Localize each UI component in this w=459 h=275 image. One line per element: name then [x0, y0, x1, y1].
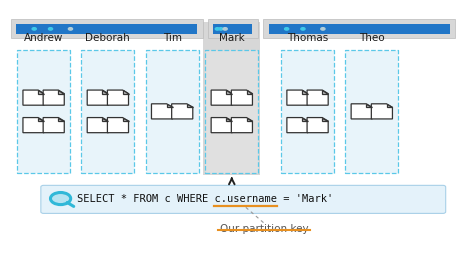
- Circle shape: [32, 28, 36, 30]
- Text: Deborah: Deborah: [85, 33, 130, 43]
- FancyBboxPatch shape: [269, 24, 450, 34]
- Polygon shape: [58, 118, 64, 121]
- FancyBboxPatch shape: [82, 50, 134, 173]
- Polygon shape: [226, 118, 232, 121]
- Circle shape: [68, 28, 73, 30]
- Polygon shape: [287, 90, 308, 105]
- Circle shape: [49, 28, 53, 30]
- Polygon shape: [172, 104, 193, 119]
- Polygon shape: [102, 118, 108, 121]
- Polygon shape: [38, 90, 44, 94]
- Text: Mark: Mark: [219, 33, 245, 43]
- Polygon shape: [231, 118, 252, 133]
- Polygon shape: [23, 118, 44, 133]
- FancyBboxPatch shape: [213, 24, 252, 34]
- Polygon shape: [231, 90, 252, 105]
- Polygon shape: [38, 118, 44, 121]
- Polygon shape: [371, 104, 392, 119]
- Polygon shape: [87, 118, 108, 133]
- Text: Theo: Theo: [359, 33, 385, 43]
- FancyBboxPatch shape: [16, 24, 197, 34]
- FancyBboxPatch shape: [203, 22, 261, 175]
- Circle shape: [215, 28, 219, 30]
- FancyBboxPatch shape: [208, 19, 258, 38]
- Circle shape: [321, 28, 325, 30]
- Polygon shape: [187, 104, 193, 107]
- FancyBboxPatch shape: [346, 50, 398, 173]
- Polygon shape: [211, 90, 232, 105]
- Polygon shape: [107, 118, 129, 133]
- Polygon shape: [246, 90, 252, 94]
- Polygon shape: [102, 90, 108, 94]
- Polygon shape: [43, 90, 64, 105]
- Text: Our partition key: Our partition key: [219, 224, 308, 234]
- Polygon shape: [226, 90, 232, 94]
- Polygon shape: [322, 118, 328, 121]
- Polygon shape: [351, 104, 372, 119]
- Polygon shape: [87, 90, 108, 105]
- Circle shape: [285, 28, 289, 30]
- Text: SELECT * FROM c WHERE c.username = 'Mark': SELECT * FROM c WHERE c.username = 'Mark…: [77, 194, 333, 204]
- Circle shape: [223, 28, 227, 30]
- Polygon shape: [307, 118, 328, 133]
- FancyBboxPatch shape: [11, 19, 203, 38]
- Polygon shape: [322, 90, 328, 94]
- FancyBboxPatch shape: [41, 185, 446, 213]
- Polygon shape: [246, 118, 252, 121]
- Polygon shape: [287, 118, 308, 133]
- Circle shape: [52, 193, 69, 204]
- Circle shape: [301, 28, 305, 30]
- Polygon shape: [151, 104, 173, 119]
- FancyBboxPatch shape: [206, 50, 258, 173]
- Polygon shape: [123, 90, 129, 94]
- Polygon shape: [302, 90, 308, 94]
- Text: Tim: Tim: [162, 33, 182, 43]
- FancyBboxPatch shape: [146, 50, 198, 173]
- FancyBboxPatch shape: [281, 50, 334, 173]
- Polygon shape: [211, 118, 232, 133]
- Polygon shape: [386, 104, 392, 107]
- Polygon shape: [302, 118, 308, 121]
- Circle shape: [219, 28, 223, 30]
- Polygon shape: [123, 118, 129, 121]
- Polygon shape: [58, 90, 64, 94]
- Polygon shape: [107, 90, 129, 105]
- Polygon shape: [366, 104, 372, 107]
- Text: Thomas: Thomas: [287, 33, 328, 43]
- Polygon shape: [43, 118, 64, 133]
- FancyBboxPatch shape: [263, 19, 455, 38]
- Text: Andrew: Andrew: [24, 33, 63, 43]
- Polygon shape: [307, 90, 328, 105]
- Polygon shape: [23, 90, 44, 105]
- FancyBboxPatch shape: [17, 50, 70, 173]
- Polygon shape: [167, 104, 173, 107]
